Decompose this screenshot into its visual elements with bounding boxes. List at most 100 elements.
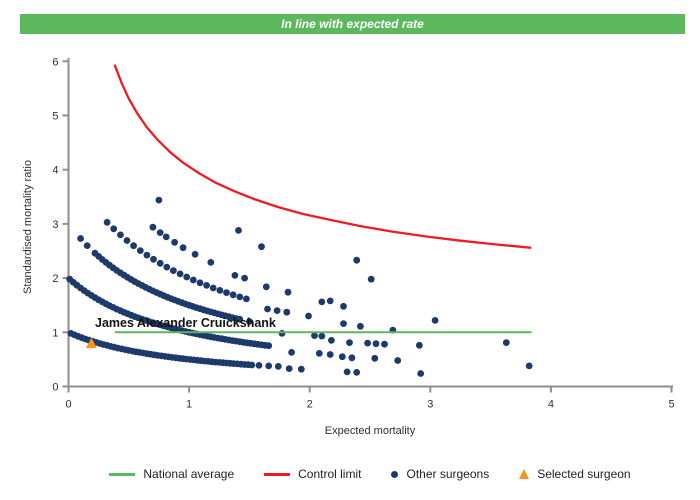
surgeon-point (156, 259, 164, 267)
surgeon-point (416, 341, 423, 349)
surgeon-point (502, 339, 510, 346)
surgeon-point (123, 237, 131, 244)
surgeon-point (203, 282, 211, 289)
surgeon-point (117, 231, 124, 239)
surgeon-point (318, 298, 326, 306)
x-axis-tick-label: 1 (186, 399, 192, 411)
surgeon-point (284, 288, 292, 296)
legend-item-national-average: National average (109, 467, 234, 481)
surgeon-point (525, 362, 533, 370)
surgeon-point (130, 242, 138, 250)
surgeon-point (248, 361, 256, 369)
surgeon-point (285, 365, 293, 372)
surgeon-point (394, 357, 402, 364)
surgeon-point (246, 318, 253, 325)
selected-surgeon-marker (85, 337, 97, 349)
surgeon-point (318, 332, 326, 340)
surgeon-point (183, 273, 191, 281)
surgeon-point (372, 340, 380, 348)
surgeon-point (196, 279, 204, 287)
other-surgeons-dot-icon (391, 470, 399, 478)
surgeon-point (162, 233, 170, 241)
surgeon-point (110, 225, 118, 233)
surgeon-point (348, 354, 356, 362)
surgeon-point (143, 251, 151, 259)
y-axis-tick-label: 2 (52, 273, 58, 285)
x-axis-tick-label: 2 (307, 399, 313, 411)
surgeon-point (315, 350, 323, 357)
surgeon-point (170, 267, 177, 274)
y-axis-tick-label: 0 (52, 382, 58, 394)
surgeon-point (278, 330, 286, 337)
surgeon-point (371, 354, 379, 362)
x-axis-tick-label: 0 (65, 399, 71, 411)
y-axis-tick-label: 5 (52, 111, 58, 123)
surgeon-point (243, 295, 250, 303)
surgeon-point (207, 259, 215, 266)
surgeon-point (236, 315, 244, 323)
y-axis-tick-label: 1 (52, 327, 58, 339)
y-axis-tick-label: 6 (52, 56, 58, 68)
surgeon-point (255, 362, 263, 369)
legend-label: Selected surgeon (537, 467, 631, 481)
surgeon-point (235, 227, 242, 234)
surgeon-point (229, 291, 237, 299)
x-axis-title: Expected mortality (325, 425, 416, 437)
x-axis-tick-label: 3 (427, 399, 433, 411)
surgeon-point (149, 223, 157, 231)
status-banner-text: In line with expected rate (281, 17, 424, 31)
legend: National average Control limit Other sur… (68, 461, 672, 487)
legend-item-other-surgeons: Other surgeons (391, 467, 489, 481)
surgeon-point (262, 283, 270, 291)
status-banner: In line with expected rate (20, 14, 685, 34)
surgeon-point (83, 242, 91, 250)
surgeon-point (241, 274, 249, 282)
legend-item-selected-surgeon: Selected surgeon (519, 467, 631, 481)
y-axis-title: Standardised mortality ratio (22, 160, 34, 294)
surgeon-point (150, 255, 157, 263)
surgeon-point (340, 320, 347, 327)
surgeon-point (179, 244, 187, 252)
surgeon-point (274, 363, 282, 370)
chart-canvas: Standardised mortality ratio Expected mo… (22, 56, 675, 437)
surgeon-point (265, 342, 273, 350)
surgeon-point (328, 337, 335, 344)
surgeon-point (189, 276, 197, 284)
surgeon-point (103, 218, 111, 226)
surgeon-point (209, 284, 217, 292)
surgeon-point (156, 229, 164, 237)
surgeon-point (265, 362, 273, 370)
control-limit-line-icon (264, 472, 291, 476)
surgeon-point (381, 340, 388, 348)
surgeon-point (364, 339, 371, 347)
legend-label: Control limit (298, 467, 362, 481)
surgeon-point (258, 243, 265, 251)
surgeon-point (326, 351, 334, 358)
legend-item-control-limit: Control limit (264, 467, 361, 481)
surgeon-point (417, 370, 425, 377)
surgeon-point (77, 235, 84, 242)
surgeon-point (338, 353, 346, 361)
surgeon-point (236, 293, 244, 301)
surgeon-point (367, 275, 375, 283)
surgeon-point (357, 322, 364, 330)
surgeon-point (297, 365, 305, 373)
surgeon-point (311, 332, 318, 339)
x-axis-tick-label: 5 (668, 399, 674, 411)
surgeon-point (223, 289, 230, 296)
surgeon-point (340, 302, 347, 310)
surgeon-point (216, 287, 224, 294)
surgeon-point (353, 256, 361, 264)
surgeon-point (288, 349, 295, 356)
surgeon-point (431, 317, 439, 324)
surgeon-point (155, 196, 163, 204)
national-average-line-icon (109, 472, 136, 476)
selected-surgeon-triangle-icon (519, 469, 530, 479)
surgeon-point (191, 250, 199, 258)
legend-label: Other surgeons (406, 467, 490, 481)
y-axis-tick-label: 3 (52, 219, 58, 231)
surgeon-point (171, 238, 179, 246)
funnel-plot-chart: Standardised mortality ratio Expected mo… (22, 56, 675, 437)
surgeon-point (326, 297, 334, 305)
surgeon-point (305, 312, 312, 320)
